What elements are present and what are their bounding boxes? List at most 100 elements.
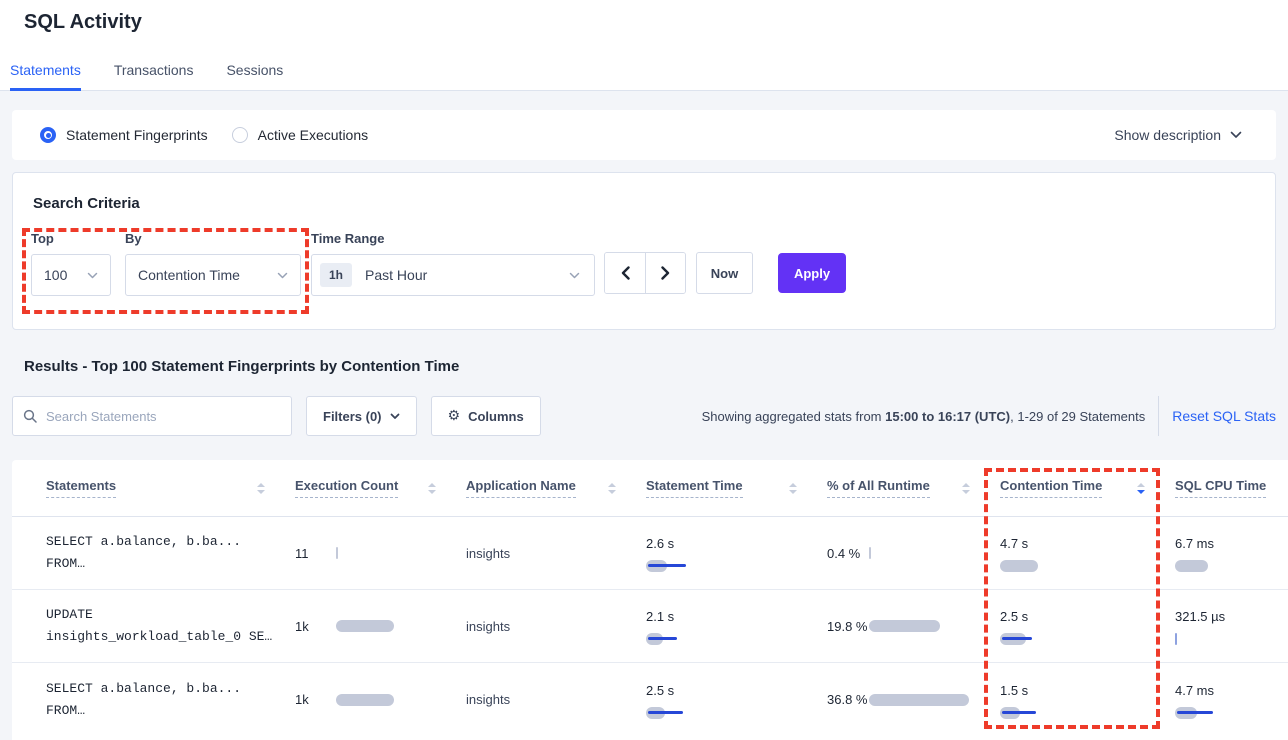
view-mode-bar: Statement Fingerprints Active Executions… xyxy=(12,110,1276,160)
radio-active-executions[interactable]: Active Executions xyxy=(231,127,368,143)
by-select-value: Contention Time xyxy=(138,267,240,283)
sort-icon-active-desc[interactable] xyxy=(1137,482,1145,494)
pct-runtime-cell: 19.8 % xyxy=(827,617,1000,636)
table-row: SELECT a.balance, b.ba... FROM… 1k insigh… xyxy=(12,663,1288,736)
sql-cpu-time-bar xyxy=(1175,706,1288,719)
statement-time-bar xyxy=(646,633,827,645)
tab-sessions[interactable]: Sessions xyxy=(226,62,284,78)
contention-time-cell: 2.5 s xyxy=(1000,607,1175,645)
columns-button[interactable]: ⚙ Columns xyxy=(430,396,541,436)
top-label: Top xyxy=(31,231,54,246)
radio-statement-fingerprints[interactable]: Statement Fingerprints xyxy=(40,127,208,143)
reset-sql-stats-link[interactable]: Reset SQL Stats xyxy=(1172,408,1276,424)
time-range-badge: 1h xyxy=(320,263,353,287)
top-field-group: Top 100 xyxy=(31,231,111,296)
pct-runtime-bar xyxy=(869,547,871,559)
contention-time-bar xyxy=(1000,560,1175,572)
execution-count-bar xyxy=(336,693,394,706)
column-header-sql-cpu-time[interactable]: SQL CPU Time xyxy=(1175,478,1288,498)
chevron-down-icon xyxy=(1230,131,1242,139)
gear-icon: ⚙ xyxy=(447,408,461,424)
column-header-statement-time[interactable]: Statement Time xyxy=(646,478,827,498)
execution-count-bar xyxy=(336,547,338,559)
statement-time-bar xyxy=(646,560,827,572)
contention-time-cell: 1.5 s xyxy=(1000,681,1175,719)
tab-statements[interactable]: Statements xyxy=(10,62,81,91)
sql-cpu-time-cell: 6.7 ms xyxy=(1175,534,1288,572)
column-header-pct-of-all-runtime[interactable]: % of All Runtime xyxy=(827,478,1000,498)
sql-cpu-time-bar xyxy=(1175,633,1288,645)
statement-search-box xyxy=(12,396,292,436)
execution-count-cell: 11 xyxy=(295,546,466,561)
chevron-down-icon xyxy=(569,272,580,279)
sort-icon[interactable] xyxy=(428,482,436,494)
tab-transactions[interactable]: Transactions xyxy=(113,62,194,78)
search-criteria-title: Search Criteria xyxy=(33,195,140,212)
statement-fingerprint-link[interactable]: SELECT a.balance, b.ba... FROM… xyxy=(46,680,242,718)
contention-time-bar xyxy=(1000,633,1175,645)
radio-label: Statement Fingerprints xyxy=(66,127,208,143)
results-toolbar: Filters (0) ⚙ Columns Showing aggregated… xyxy=(12,396,1276,436)
application-name-cell: insights xyxy=(466,618,511,634)
column-header-execution-count[interactable]: Execution Count xyxy=(295,478,466,498)
pct-runtime-bar xyxy=(869,620,940,632)
sql-cpu-time-bar xyxy=(1175,560,1288,572)
application-name-cell: insights xyxy=(466,545,511,561)
columns-label: Columns xyxy=(468,408,524,424)
statement-time-bar xyxy=(646,706,827,719)
sort-icon[interactable] xyxy=(962,482,970,494)
table-row: SELECT a.balance, b.ba... FROM… 11 insigh… xyxy=(12,517,1288,590)
previous-time-window-button[interactable] xyxy=(605,253,645,293)
application-name-cell: insights xyxy=(466,692,511,707)
chevron-down-icon xyxy=(390,413,400,420)
statements-table: Statements Execution Count Application N… xyxy=(12,460,1288,740)
pct-runtime-cell: 0.4 % xyxy=(827,544,1000,563)
chevron-down-icon xyxy=(87,272,98,279)
top-select[interactable]: 100 xyxy=(31,254,111,296)
pct-runtime-bar xyxy=(869,693,969,706)
show-description-label: Show description xyxy=(1114,127,1221,143)
now-button[interactable]: Now xyxy=(696,252,753,294)
contention-time-cell: 4.7 s xyxy=(1000,534,1175,572)
execution-count-cell: 1k xyxy=(295,692,466,707)
show-description-toggle[interactable]: Show description xyxy=(1114,127,1242,143)
column-header-statements[interactable]: Statements xyxy=(46,478,295,498)
column-header-application-name[interactable]: Application Name xyxy=(466,478,646,498)
chevron-down-icon xyxy=(277,272,288,279)
next-time-window-button[interactable] xyxy=(645,253,685,293)
contention-time-bar xyxy=(1000,706,1175,719)
tab-bar: Statements Transactions Sessions xyxy=(10,62,283,91)
table-header-row: Statements Execution Count Application N… xyxy=(12,460,1288,517)
filters-button[interactable]: Filters (0) xyxy=(306,396,417,436)
pct-runtime-cell: 36.8 % xyxy=(827,690,1000,709)
statement-time-cell: 2.5 s xyxy=(646,681,827,719)
radio-selected-icon xyxy=(40,127,56,143)
aggregated-stats-text: Showing aggregated stats from 15:00 to 1… xyxy=(701,408,1146,424)
radio-unselected-icon xyxy=(231,127,248,143)
search-icon xyxy=(23,409,37,423)
execution-count-cell: 1k xyxy=(295,619,466,634)
statement-fingerprint-link[interactable]: UPDATE insights_workload_table_0 SE… xyxy=(46,607,273,644)
top-select-value: 100 xyxy=(44,267,68,283)
chevron-left-icon xyxy=(621,266,630,280)
toolbar-divider xyxy=(1158,396,1160,436)
sort-icon[interactable] xyxy=(608,482,616,494)
time-window-arrows xyxy=(604,252,686,294)
time-range-select[interactable]: 1h Past Hour xyxy=(311,254,595,296)
by-select[interactable]: Contention Time xyxy=(125,254,301,296)
by-label: By xyxy=(125,231,142,246)
statement-time-cell: 2.1 s xyxy=(646,607,827,645)
apply-button[interactable]: Apply xyxy=(778,253,846,293)
statement-time-cell: 2.6 s xyxy=(646,534,827,572)
sort-icon[interactable] xyxy=(789,482,797,494)
by-field-group: By Contention Time xyxy=(125,231,301,296)
filters-label: Filters (0) xyxy=(323,408,382,424)
sort-icon[interactable] xyxy=(257,482,265,494)
chevron-right-icon xyxy=(661,266,670,280)
search-input[interactable] xyxy=(46,408,281,424)
statement-fingerprint-link[interactable]: SELECT a.balance, b.ba... FROM… xyxy=(46,534,242,571)
sql-cpu-time-cell: 4.7 ms xyxy=(1175,681,1288,719)
search-criteria-panel: Search Criteria Top 100 By Contention Ti… xyxy=(12,172,1276,330)
time-range-label: Time Range xyxy=(311,231,385,246)
column-header-contention-time[interactable]: Contention Time xyxy=(1000,478,1175,498)
